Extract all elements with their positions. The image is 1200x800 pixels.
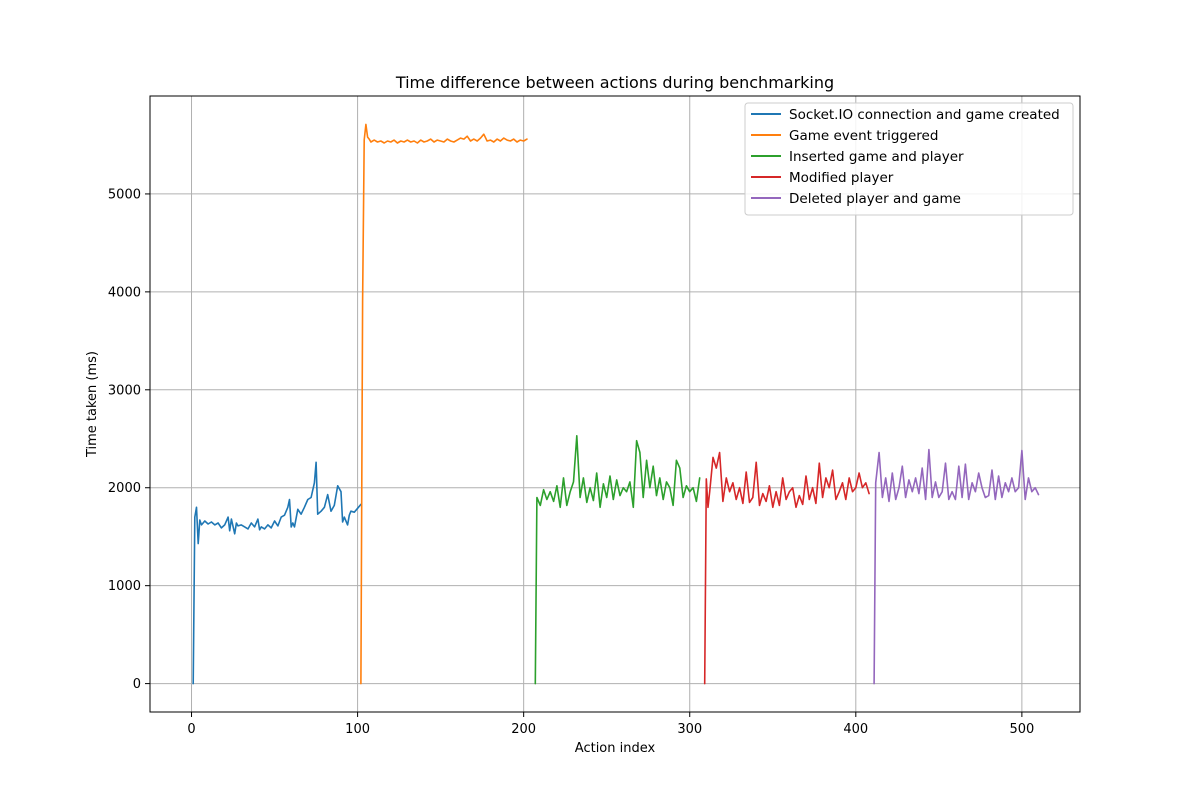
y-tick-label: 1000 <box>108 579 141 594</box>
series-line-1 <box>192 461 362 685</box>
legend-box <box>744 102 1074 216</box>
x-tick-label: 400 <box>843 722 868 737</box>
x-axis-label: Action index <box>575 741 656 756</box>
x-tick-label: 300 <box>677 722 702 737</box>
x-tick-label: 200 <box>511 722 536 737</box>
series-line-2 <box>360 123 528 685</box>
x-axis-ticks: 0 100 200 300 400 500 <box>187 712 1034 737</box>
y-tick-label: 2000 <box>108 481 141 496</box>
series-line-5 <box>873 448 1040 685</box>
x-tick-label: 500 <box>1009 722 1034 737</box>
y-tick-label: 4000 <box>108 285 141 300</box>
y-tick-label: 0 <box>133 677 141 692</box>
legend-label-4: Modified player <box>789 170 894 186</box>
legend-label-2: Game event triggered <box>789 128 938 144</box>
legend-label-5: Deleted player and game <box>789 191 961 207</box>
legend-label-1: Socket.IO connection and game created <box>789 107 1060 123</box>
plot-area-border <box>149 95 1081 713</box>
y-axis-label: Time taken (ms) <box>85 351 100 458</box>
grid <box>150 96 1080 712</box>
series-line-4 <box>703 451 870 685</box>
y-tick-label: 5000 <box>108 187 141 202</box>
y-tick-label: 3000 <box>108 383 141 398</box>
x-tick-label: 0 <box>187 722 195 737</box>
series-group <box>192 123 1040 685</box>
legend-label-3: Inserted game and player <box>789 149 964 165</box>
legend: Socket.IO connection and game created Gam… <box>744 102 1074 216</box>
y-axis-ticks: 0 1000 2000 3000 4000 5000 <box>108 187 150 692</box>
x-tick-label: 100 <box>345 722 370 737</box>
chart-title: Time difference between actions during b… <box>395 73 834 92</box>
series-line-3 <box>534 434 701 685</box>
